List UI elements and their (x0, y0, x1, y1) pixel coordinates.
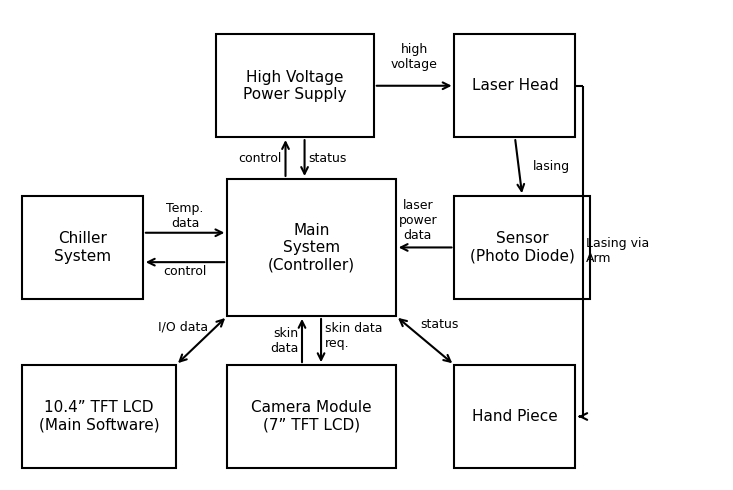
Bar (22, 196, 143, 299)
Text: Temp.
data: Temp. data (166, 202, 204, 230)
Text: skin data
req.: skin data req. (325, 321, 382, 350)
Text: control: control (163, 265, 207, 278)
Text: Main
System
(Controller): Main System (Controller) (268, 222, 355, 272)
Text: skin
data: skin data (270, 326, 298, 355)
Text: I/O data: I/O data (158, 320, 208, 333)
Bar (227, 179, 396, 316)
Text: status: status (421, 318, 459, 331)
Text: High Voltage
Power Supply: High Voltage Power Supply (243, 70, 347, 102)
Text: status: status (308, 151, 347, 165)
Bar (454, 365, 575, 468)
Bar (216, 34, 374, 137)
Bar (454, 34, 575, 137)
Text: laser
power
data: laser power data (399, 199, 437, 242)
Text: Laser Head: Laser Head (471, 78, 559, 93)
Bar (22, 365, 176, 468)
Text: Chiller
System: Chiller System (54, 231, 111, 264)
Text: Lasing via
Arm: Lasing via Arm (586, 237, 649, 265)
Bar (454, 196, 590, 299)
Bar (227, 365, 396, 468)
Text: lasing: lasing (534, 160, 570, 173)
Text: high
voltage: high voltage (391, 43, 438, 71)
Text: Camera Module
(7” TFT LCD): Camera Module (7” TFT LCD) (251, 400, 372, 433)
Text: control: control (238, 151, 281, 165)
Text: Sensor
(Photo Diode): Sensor (Photo Diode) (470, 231, 575, 264)
Text: Hand Piece: Hand Piece (472, 409, 558, 424)
Text: 10.4” TFT LCD
(Main Software): 10.4” TFT LCD (Main Software) (39, 400, 159, 433)
